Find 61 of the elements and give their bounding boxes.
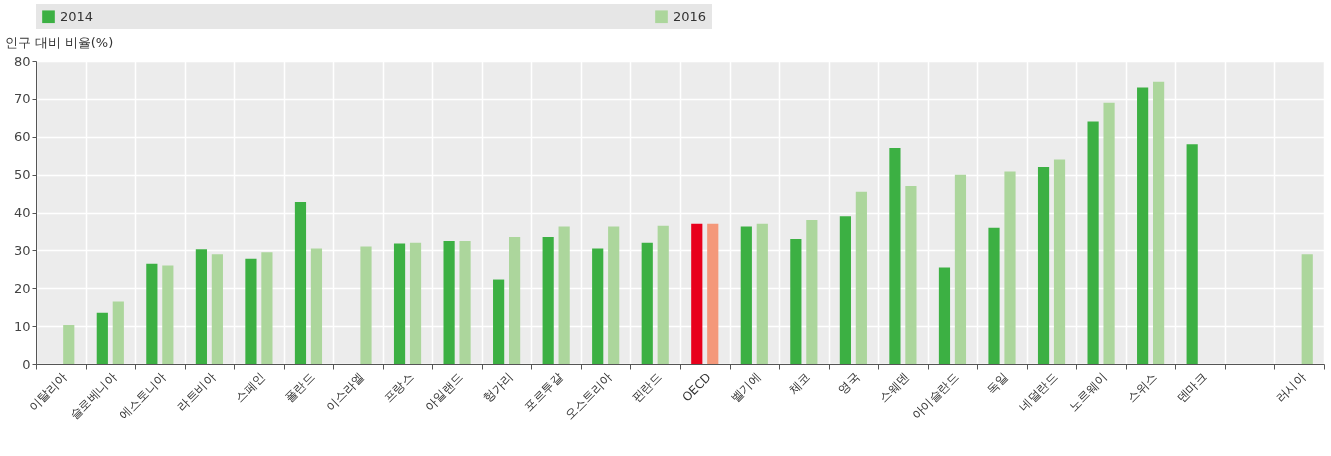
bar <box>691 223 703 364</box>
bar <box>608 226 620 364</box>
bar <box>740 226 752 364</box>
x-tick-label: 독일 <box>984 370 1011 397</box>
bar <box>1087 121 1099 364</box>
bar <box>542 237 554 364</box>
bar <box>310 248 323 364</box>
bar <box>707 223 719 364</box>
bar <box>592 248 604 364</box>
x-tick-label: 체코 <box>785 370 813 397</box>
bar <box>905 185 917 364</box>
y-tick-label: 70 <box>13 91 31 107</box>
bar <box>1186 144 1198 364</box>
bar <box>790 239 802 364</box>
y-tick-label: 60 <box>13 129 31 145</box>
bar <box>162 265 174 364</box>
bar <box>657 225 669 364</box>
bar <box>443 240 455 364</box>
y-tick-label: 50 <box>13 167 31 183</box>
bar <box>409 242 422 364</box>
bar <box>839 216 851 364</box>
bar <box>938 267 951 364</box>
bar <box>1153 81 1165 364</box>
bar <box>558 226 570 364</box>
bar <box>1301 254 1313 364</box>
bar <box>294 201 307 364</box>
y-tick-label: 20 <box>13 280 31 296</box>
y-tick-label: 80 <box>13 53 31 69</box>
bar <box>509 237 521 364</box>
x-tick-label: 영국 <box>835 370 863 397</box>
y-tick-label: 0 <box>22 356 31 372</box>
bar <box>806 220 818 364</box>
bar <box>146 263 158 364</box>
bar <box>1137 87 1149 364</box>
legend-label: 2014 <box>60 8 94 24</box>
bar <box>1004 171 1016 364</box>
bar <box>112 301 124 364</box>
bar <box>63 324 75 364</box>
y-tick-label: 10 <box>13 318 31 334</box>
bar <box>889 148 901 364</box>
bar <box>96 312 108 364</box>
bar <box>1037 167 1050 364</box>
bar <box>245 258 257 364</box>
legend-label: 2016 <box>673 8 707 24</box>
bar <box>1053 159 1066 364</box>
bar <box>756 223 768 364</box>
y-tick-label: 40 <box>13 205 31 220</box>
bar <box>261 252 273 364</box>
bar <box>641 242 653 364</box>
bar <box>360 246 372 364</box>
bar <box>393 243 406 364</box>
bar <box>988 227 1000 364</box>
y-axis-title: 인구 대비 비율(%) <box>4 34 114 50</box>
bar <box>954 174 967 364</box>
bar <box>459 240 471 364</box>
bar <box>493 279 505 364</box>
bar <box>195 249 207 364</box>
y-tick-label: 30 <box>13 242 31 258</box>
bar <box>1103 102 1115 364</box>
bar <box>855 191 867 364</box>
bar <box>211 254 223 364</box>
